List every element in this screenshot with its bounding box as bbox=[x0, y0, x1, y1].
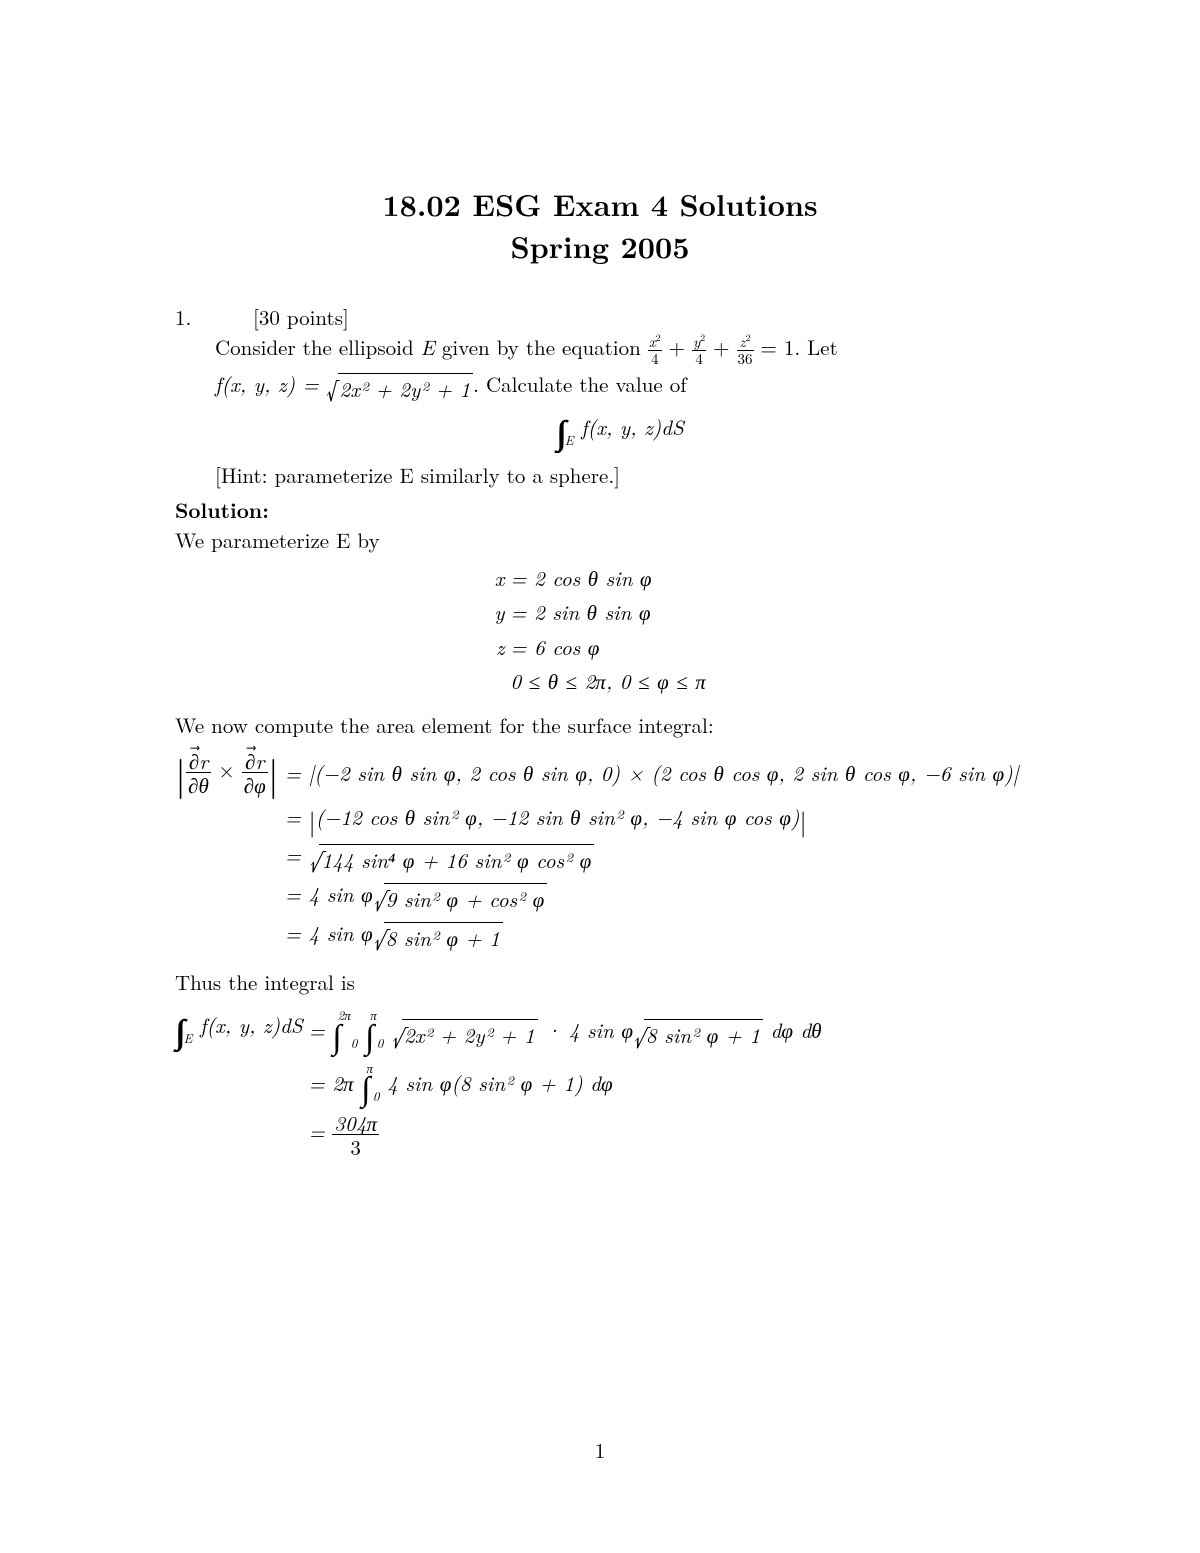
area-element-intro: We now compute the area element for the … bbox=[175, 712, 1025, 738]
page: 18.02 ESG Exam 4 Solutions Spring 2005 1… bbox=[0, 0, 1200, 1553]
parameterization: x = 2 cos θ sin φ y = 2 sin θ sin φ z = … bbox=[494, 561, 706, 698]
problem-statement-line-1: Consider the ellipsoid E given by the eq… bbox=[215, 334, 1025, 367]
title-line-1: 18.02 ESG Exam 4 Solutions bbox=[175, 185, 1025, 223]
problem-statement-line-2: f(x, y, z) = √2x² + 2y² + 1. Calculate t… bbox=[215, 371, 1025, 402]
frac-x2-4: x24 bbox=[648, 334, 662, 367]
problem-1: 1. [30 points] Consider the ellipsoid E … bbox=[175, 304, 1025, 1162]
problem-points: [30 points] bbox=[253, 304, 349, 330]
final-integral-computation: ∫∫E f(x, y, z)dS = ∫2π0 ∫π0 √2x² + 2y² +… bbox=[175, 1003, 822, 1162]
problem-body: Consider the ellipsoid E given by the eq… bbox=[175, 334, 1025, 488]
problem-header: 1. [30 points] bbox=[175, 304, 1025, 330]
title-line-2: Spring 2005 bbox=[175, 227, 1025, 265]
frac-dr-dphi: ∂r∂φ bbox=[242, 750, 268, 796]
frac-y2-4: y24 bbox=[692, 334, 706, 367]
frac-304pi-3: 304π3 bbox=[332, 1112, 379, 1158]
problem-number: 1. bbox=[175, 304, 253, 330]
frac-dr-dtheta: ∂r∂θ bbox=[186, 750, 211, 796]
integral-display: ∫∫E f(x, y, z)dS bbox=[215, 414, 1025, 448]
frac-z2-36: z236 bbox=[737, 334, 754, 367]
hint: [Hint: parameterize E similarly to a sph… bbox=[215, 462, 1025, 488]
sqrt-fdef: √2x² + 2y² + 1 bbox=[326, 373, 473, 402]
solution-label: Solution: bbox=[175, 497, 1025, 523]
param-intro: We parameterize E by bbox=[175, 527, 1025, 553]
thus-integral: Thus the integral is bbox=[175, 969, 1025, 995]
page-number: 1 bbox=[0, 1437, 1200, 1463]
cross-product-computation: |∂r∂θ × ∂r∂φ| = |(−2 sin θ sin φ, 2 cos … bbox=[175, 746, 1019, 955]
